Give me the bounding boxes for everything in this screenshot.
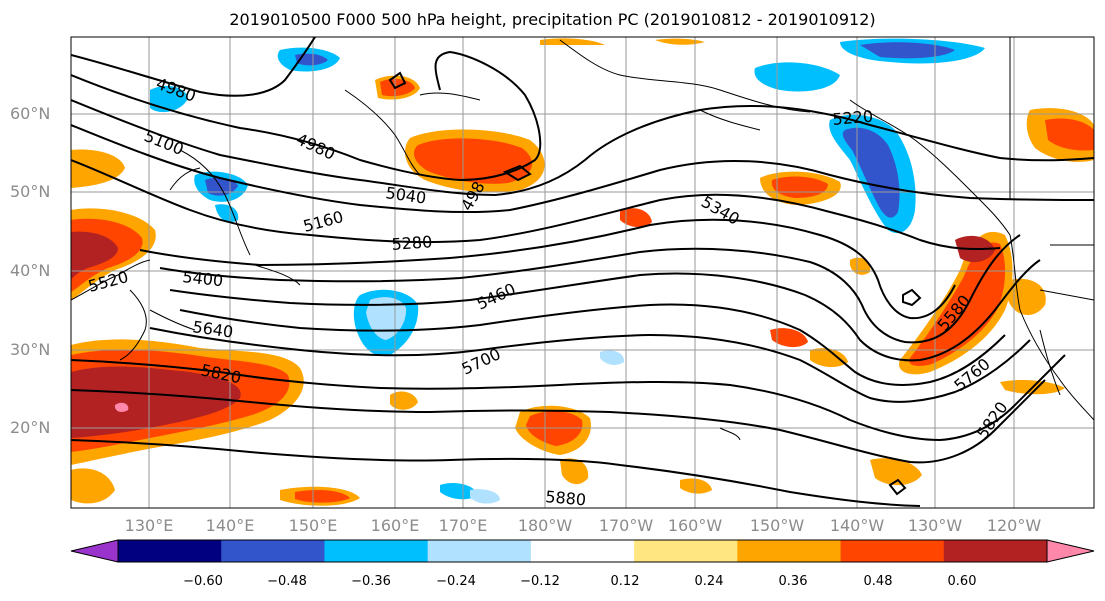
colorbar-tick-label: −0.36 <box>351 574 391 589</box>
contour-label: 5220 <box>832 107 874 129</box>
lon-label-150e: 150°E <box>288 516 338 535</box>
colorbar-segment <box>118 540 222 562</box>
colorbar-tick-label: 0.36 <box>778 574 808 589</box>
lon-label-180w: 180°W <box>517 516 573 535</box>
colorbar-tick-label: 0.24 <box>694 574 724 589</box>
lat-label-40n: 40°N <box>10 261 51 280</box>
colorbar-tick-label: 0.12 <box>610 574 640 589</box>
lat-label-60n: 60°N <box>10 104 51 123</box>
colorbar-tick-label: 0.48 <box>863 574 893 589</box>
lat-label-20n: 20°N <box>10 418 51 437</box>
height-contours <box>71 37 1094 507</box>
colorbar-tick-label: −0.48 <box>267 574 307 589</box>
colorbar <box>70 539 1095 563</box>
colorbar-tick-label: 0.60 <box>947 574 977 589</box>
lon-label-150w: 150°W <box>749 516 805 535</box>
colorbar-segment <box>943 540 1048 562</box>
colorbar-segment <box>530 540 635 562</box>
colorbar-tick-label: −0.60 <box>183 574 223 589</box>
lon-label-170w: 170°W <box>598 516 654 535</box>
lon-label-120w: 120°W <box>986 516 1042 535</box>
lon-label-130w: 130°W <box>907 516 963 535</box>
lon-label-170e: 170°E <box>438 516 488 535</box>
colorbar-segment <box>324 540 429 562</box>
contour-label: 5880 <box>545 487 587 509</box>
precip-shading <box>71 38 1094 506</box>
colorbar-segment <box>427 540 532 562</box>
lon-label-140w: 140°W <box>829 516 885 535</box>
lon-label-130e: 130°E <box>124 516 174 535</box>
map-title: 2019010500 F000 500 hPa height, precipit… <box>229 10 876 29</box>
contour-label: 5400 <box>182 267 224 290</box>
colorbar-tick-label: −0.24 <box>436 574 476 589</box>
contour-label: 5280 <box>391 232 433 254</box>
lon-label-160e: 160°E <box>370 516 420 535</box>
lat-label-50n: 50°N <box>10 182 51 201</box>
lon-label-140e: 140°E <box>205 516 255 535</box>
colorbar-tick-label: −0.12 <box>520 574 560 589</box>
lat-label-30n: 30°N <box>10 340 51 359</box>
lon-label-160w: 160°W <box>667 516 723 535</box>
colorbar-segment <box>737 540 842 562</box>
colorbar-segment <box>840 540 945 562</box>
colorbar-extend-high <box>1046 539 1095 563</box>
map-frame <box>70 36 1095 509</box>
colorbar-border <box>117 539 1048 563</box>
colorbar-segment <box>634 540 738 562</box>
colorbar-extend-low <box>70 539 119 563</box>
map-area: 4980 5100 4980 5040 498 5160 5280 5340 5… <box>71 37 1094 509</box>
coastlines <box>71 37 1094 441</box>
colorbar-segment <box>221 540 325 562</box>
